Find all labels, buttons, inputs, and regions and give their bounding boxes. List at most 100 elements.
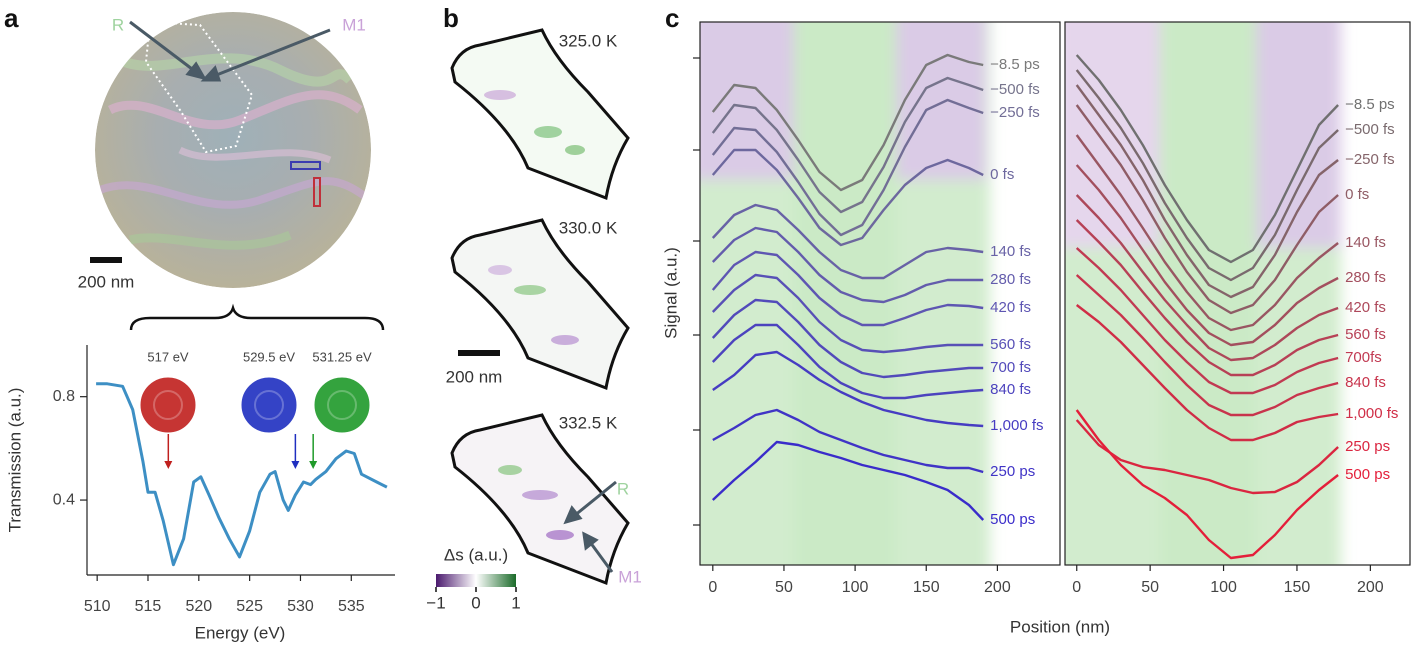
- region-label: R: [112, 15, 124, 34]
- x-tick-label: 525: [236, 598, 263, 615]
- data-line: [1075, 54, 1339, 264]
- colorbar-label: Δs (a.u.): [444, 545, 508, 564]
- data-line: [711, 148, 984, 247]
- data-line: [1075, 164, 1339, 347]
- panel-label: a: [4, 3, 19, 33]
- energy-image-texture: [254, 390, 284, 420]
- data-line: [711, 226, 984, 304]
- energy-image-texture: [327, 390, 357, 420]
- arrow-head: [291, 461, 300, 469]
- data-line: [711, 323, 984, 400]
- region-label: R: [617, 479, 629, 498]
- y-axis-label: Signal (a.u.): [661, 247, 680, 339]
- data-line: [1075, 194, 1339, 362]
- data-line: [712, 408, 984, 474]
- series-label: 250 ps: [990, 463, 1035, 480]
- series-label: 420 fs: [1345, 299, 1386, 316]
- temperature-label: 330.0 K: [559, 218, 618, 237]
- series-label: 250 ps: [1345, 438, 1390, 455]
- x-tick-label: 150: [1284, 579, 1311, 596]
- x-tick-label: 200: [984, 579, 1011, 596]
- data-line: [711, 298, 984, 379]
- data-line: [96, 382, 388, 567]
- series-label: 0 fs: [990, 166, 1014, 183]
- x-tick-label: 0: [708, 579, 717, 596]
- series-label: 280 fs: [990, 271, 1031, 288]
- series-label: 140 fs: [990, 243, 1031, 260]
- annotation-label: 517 eV: [147, 349, 189, 364]
- data-line: [711, 203, 984, 280]
- data-line: [1075, 69, 1339, 282]
- colorbar-tick-label: 1: [511, 593, 520, 612]
- data-line: [1075, 219, 1339, 377]
- data-line: [711, 98, 984, 237]
- scale-bar-label: 200 nm: [446, 367, 503, 386]
- x-tick-label: 530: [287, 598, 314, 615]
- scale-bar-label: 200 nm: [78, 272, 135, 291]
- pointer-arrows: [563, 480, 617, 573]
- series-label: 140 fs: [1345, 234, 1386, 251]
- temperature-label: 325.0 K: [559, 31, 618, 50]
- series-label: −500 fs: [1345, 121, 1395, 138]
- series-label: 500 ps: [1345, 466, 1390, 483]
- series-label: −8.5 ps: [990, 56, 1040, 73]
- colorbar: [436, 574, 516, 587]
- data-line: [1075, 84, 1339, 299]
- x-tick-label: 535: [338, 598, 365, 615]
- energy-image: [313, 376, 371, 434]
- y-tick-label: 0.4: [53, 491, 75, 508]
- series-label: 420 fs: [990, 299, 1031, 316]
- series-label: 560 fs: [1345, 326, 1386, 343]
- annotation-label: 529.5 eV: [243, 349, 295, 364]
- colorbar-tick-label: −1: [426, 593, 445, 612]
- data-line: [711, 250, 984, 327]
- data-line: [1075, 247, 1339, 395]
- data-line: [1075, 134, 1339, 332]
- data-line: [711, 53, 984, 192]
- data-line: [1075, 274, 1339, 417]
- series-label: −8.5 ps: [1345, 96, 1395, 113]
- x-tick-label: 50: [1141, 579, 1159, 596]
- x-tick-label: 100: [1210, 579, 1237, 596]
- series-label: −250 fs: [1345, 151, 1395, 168]
- temperature-label: 332.5 K: [559, 413, 618, 432]
- data-line: [1075, 419, 1339, 495]
- plot-frame: [1064, 21, 1411, 566]
- energy-image: [139, 376, 197, 434]
- series-label: 0 fs: [1345, 186, 1369, 203]
- colorbar-tick-label: 0: [471, 593, 480, 612]
- x-tick-label: 200: [1357, 579, 1384, 596]
- x-tick-label: 520: [185, 598, 212, 615]
- arrow-head: [309, 461, 318, 469]
- series-label: 1,000 fs: [990, 417, 1043, 434]
- y-axis-label: Transmission (a.u.): [5, 388, 24, 533]
- scale-bar: [458, 350, 500, 356]
- data-line: [1075, 304, 1339, 442]
- x-tick-label: 0: [1072, 579, 1081, 596]
- panel-label: c: [665, 3, 679, 33]
- energy-image-texture: [153, 390, 183, 420]
- brace: [129, 303, 385, 331]
- series-label: 1,000 fs: [1345, 405, 1398, 422]
- x-tick-label: 50: [775, 579, 793, 596]
- data-line: [1075, 104, 1339, 315]
- arrow-head: [164, 461, 173, 469]
- x-tick-label: 510: [84, 598, 111, 615]
- x-tick-label: 150: [913, 579, 940, 596]
- data-line: [711, 273, 984, 354]
- data-line: [711, 440, 985, 521]
- pointer-arrows: [129, 20, 331, 82]
- x-tick-label: 515: [135, 598, 162, 615]
- x-axis-label: Position (nm): [1010, 617, 1110, 636]
- scale-bar: [90, 257, 122, 263]
- map: [450, 28, 630, 586]
- y-tick-label: 0.8: [53, 388, 75, 405]
- x-tick-label: 100: [842, 579, 869, 596]
- series-label: 700 fs: [990, 359, 1031, 376]
- data-line: [1075, 409, 1339, 560]
- series-label: 560 fs: [990, 336, 1031, 353]
- region-shading: [700, 22, 990, 565]
- region-label: M1: [618, 567, 642, 586]
- x-axis-label: Energy (eV): [195, 623, 286, 642]
